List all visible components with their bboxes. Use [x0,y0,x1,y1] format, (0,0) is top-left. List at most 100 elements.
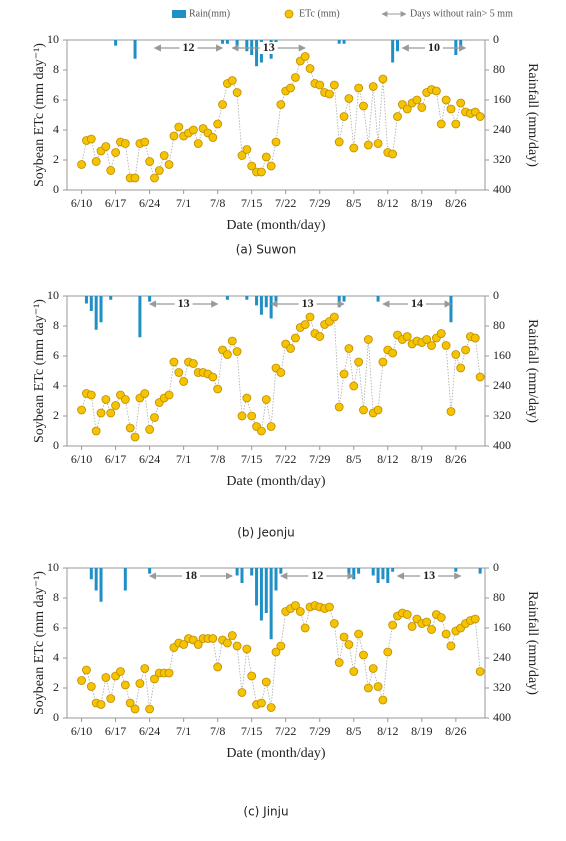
etc-point [291,333,300,343]
etc-point [164,668,174,678]
legend-label: ETc (mm) [299,8,340,19]
etc-point [213,662,223,672]
etc-point [315,332,325,341]
rain-bar [459,40,463,48]
dry-period-label: 10 [428,40,440,54]
y2-tick-label: 240 [493,650,511,664]
legend-label: Days without rain> 5 mm [410,8,513,19]
etc-point [354,357,364,367]
rain-bar [259,568,263,621]
etc-point [96,408,106,418]
etc-point [213,119,223,129]
y2-tick-label: 160 [493,92,511,106]
rain-bar [449,296,453,323]
x-tick-label: 6/17 [105,724,126,738]
dry-period-label-bg [181,570,200,582]
etc-point [91,426,101,436]
etc-point [271,137,281,147]
etc-point [179,377,189,386]
etc-point [378,357,388,367]
y-tick-label: 8 [53,62,59,76]
etc-point [325,602,334,612]
etc-point [291,73,300,82]
x-tick-label: 8/5 [346,196,361,210]
rain-bar [245,296,249,300]
legend-label: Rain(mm) [189,8,230,19]
etc-point [242,145,252,154]
rain-bar [89,568,93,580]
etc-point [111,148,121,157]
etc-point [388,348,398,358]
x-axis-label: Date (month/day) [226,474,325,489]
x-tick-label: 8/19 [411,196,432,210]
rain-bar [478,568,482,574]
x-tick-label: 7/29 [309,196,330,210]
rain-bar [240,568,244,583]
x-tick-label: 8/12 [377,196,398,210]
y-tick-label: 4 [53,122,59,136]
etc-point [329,80,339,90]
etc-point [451,119,461,129]
rain-bar [250,568,254,576]
etc-point [305,64,315,73]
etc-point [145,425,155,434]
etc-point [150,173,159,183]
etc-point [96,700,106,709]
etc-point [174,368,184,377]
etc-point [363,140,373,150]
rain-bar [357,568,361,574]
etc-point [412,95,422,105]
etc-point [101,673,111,682]
y-tick-label: 8 [53,590,59,604]
etc-point [140,389,150,398]
etc-point [237,151,247,160]
rain-bar [264,568,268,613]
etc-point [383,647,393,657]
etc-point [208,634,218,643]
x-tick-label: 6/10 [71,452,92,466]
x-axis-label: Date (month/day) [226,218,325,233]
etc-point [446,641,456,651]
y2-tick-label: 240 [493,122,511,136]
x-tick-label: 8/26 [445,196,466,210]
y2-axis-label: Rainfall (mm/day) [525,319,540,423]
etc-point [77,405,86,415]
etc-point [111,401,121,410]
dry-period-label: 13 [423,568,435,582]
etc-point [101,395,111,404]
y-tick-label: 2 [53,152,59,166]
etc-point [344,94,354,103]
etc-point [188,125,198,135]
etc-point [329,312,339,322]
rain-bar [221,40,225,44]
y-tick-label: 2 [53,680,59,694]
rain-bar [235,568,239,576]
etc-point [237,411,247,421]
rain-bar [109,296,113,300]
x-tick-label: 7/1 [176,724,191,738]
rain-bar [352,568,356,580]
etc-point [373,405,383,415]
etc-point [266,703,276,712]
y2-tick-label: 400 [493,710,511,724]
etc-point [257,167,266,177]
etc-point [451,350,461,359]
etc-point [232,88,242,97]
etc-point [120,395,130,404]
x-tick-label: 7/8 [210,724,225,738]
etc-point [159,151,169,160]
x-tick-label: 7/29 [309,724,330,738]
etc-point [446,407,456,416]
etc-point [150,413,159,422]
y-tick-label: 2 [53,408,59,422]
etc-point [266,161,276,171]
dry-period-label-bg [424,42,443,54]
dry-period-label: 18 [185,568,197,582]
etc-point [145,157,155,166]
rain-bar [279,568,283,574]
dry-period-label-bg [259,42,278,54]
etc-point [407,622,417,631]
etc-point [334,402,344,412]
etc-point [402,104,412,114]
dry-period-label-bg [179,42,198,54]
